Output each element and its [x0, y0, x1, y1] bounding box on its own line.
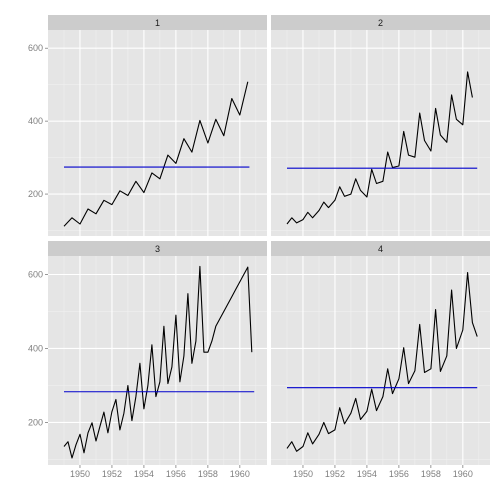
- panel-3: 3 200 400 600 1950 1952 1954 1956 1958 1960: [28, 241, 267, 479]
- y-tick-label: 400: [28, 343, 43, 353]
- panel-background: [48, 30, 267, 236]
- x-tick-label: 1954: [357, 469, 377, 479]
- strip-header: [48, 15, 267, 30]
- strip-label: 4: [378, 244, 383, 254]
- y-tick-label: 200: [28, 417, 43, 427]
- y-tick-label: 400: [28, 116, 43, 126]
- strip-label: 2: [378, 18, 383, 28]
- panel-2: 2: [271, 15, 490, 236]
- x-tick-label: 1954: [134, 469, 154, 479]
- x-tick-label: 1960: [453, 469, 473, 479]
- strip-label: 3: [155, 244, 160, 254]
- panel-1: 1 200 400 600: [28, 15, 267, 236]
- panel-background: [271, 30, 490, 236]
- series-line: [63, 265, 253, 459]
- strip-header: [271, 241, 490, 256]
- x-tick-label: 1956: [166, 469, 186, 479]
- y-tick-label: 200: [28, 189, 43, 199]
- series-line: [63, 81, 249, 227]
- panel-background: [271, 256, 490, 465]
- y-tick-label: 600: [28, 269, 43, 279]
- x-tick-label: 1952: [102, 469, 122, 479]
- x-tick-label: 1958: [198, 469, 218, 479]
- series-line: [286, 71, 473, 225]
- x-tick-label: 1956: [389, 469, 409, 479]
- x-tick-label: 1958: [421, 469, 441, 479]
- strip-label: 1: [155, 18, 160, 28]
- panel-background: [48, 256, 267, 465]
- y-tick-label: 600: [28, 43, 43, 53]
- x-tick-label: 1960: [230, 469, 250, 479]
- x-tick-label: 1950: [70, 469, 90, 479]
- panel-4: 4 1950 1952 1954 1956 1958 1960: [271, 241, 490, 479]
- strip-header: [271, 15, 490, 30]
- strip-header: [48, 241, 267, 256]
- x-tick-label: 1950: [293, 469, 313, 479]
- x-tick-label: 1952: [325, 469, 345, 479]
- series-line: [286, 272, 478, 452]
